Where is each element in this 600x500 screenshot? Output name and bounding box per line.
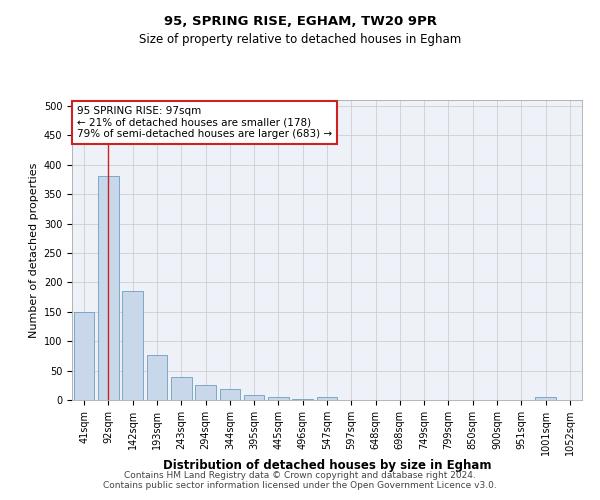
- Bar: [195, 384, 216, 400]
- Bar: [268, 397, 289, 400]
- Bar: [171, 377, 191, 400]
- X-axis label: Distribution of detached houses by size in Egham: Distribution of detached houses by size …: [163, 460, 491, 472]
- Bar: [74, 312, 94, 400]
- Bar: [244, 396, 265, 400]
- Bar: [122, 291, 143, 400]
- Text: 95, SPRING RISE, EGHAM, TW20 9PR: 95, SPRING RISE, EGHAM, TW20 9PR: [163, 15, 437, 28]
- Bar: [146, 354, 167, 400]
- Y-axis label: Number of detached properties: Number of detached properties: [29, 162, 40, 338]
- Bar: [220, 390, 240, 400]
- Bar: [535, 397, 556, 400]
- Bar: [98, 176, 119, 400]
- Text: Contains HM Land Registry data © Crown copyright and database right 2024.
Contai: Contains HM Land Registry data © Crown c…: [103, 470, 497, 490]
- Text: Size of property relative to detached houses in Egham: Size of property relative to detached ho…: [139, 32, 461, 46]
- Bar: [317, 397, 337, 400]
- Text: 95 SPRING RISE: 97sqm
← 21% of detached houses are smaller (178)
79% of semi-det: 95 SPRING RISE: 97sqm ← 21% of detached …: [77, 106, 332, 139]
